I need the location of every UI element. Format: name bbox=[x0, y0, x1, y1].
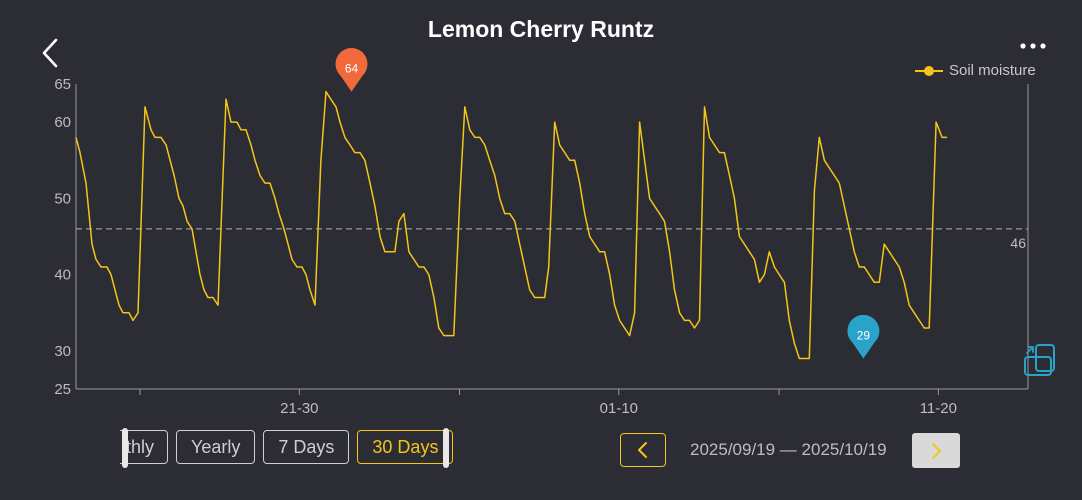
y-tick-label: 40 bbox=[54, 267, 71, 284]
time-range-selector: thly Yearly 7 Days 30 Days bbox=[120, 428, 464, 470]
max-marker-label: 64 bbox=[345, 62, 359, 76]
y-tick-label: 30 bbox=[54, 343, 71, 360]
scroll-edge-right bbox=[443, 428, 449, 468]
max-marker-pin bbox=[335, 48, 368, 92]
page-title: Lemon Cherry Runtz bbox=[427, 16, 655, 42]
scroll-edge-left bbox=[122, 428, 128, 468]
next-period-button[interactable] bbox=[912, 433, 960, 468]
min-marker-pin bbox=[847, 314, 880, 359]
rotate-screen-icon[interactable] bbox=[1022, 342, 1058, 378]
y-tick-label: 25 bbox=[54, 381, 71, 398]
previous-period-button[interactable] bbox=[620, 433, 666, 467]
range-button-1[interactable]: Yearly bbox=[176, 430, 256, 464]
back-chevron-icon[interactable] bbox=[36, 36, 66, 70]
y-tick-label: 60 bbox=[54, 114, 71, 131]
average-label: 46 bbox=[1010, 235, 1026, 251]
range-button-2[interactable]: 7 Days bbox=[263, 430, 350, 464]
soil-moisture-line bbox=[75, 90, 948, 360]
x-tick-label: 21-30 bbox=[280, 400, 318, 417]
chevron-right-icon bbox=[932, 442, 941, 459]
min-marker-label: 29 bbox=[857, 329, 871, 343]
chart-legend: Soil moisture bbox=[915, 62, 1036, 79]
y-tick-label: 65 bbox=[54, 76, 71, 93]
legend-line-icon bbox=[915, 65, 943, 76]
range-button-3[interactable]: 30 Days bbox=[357, 430, 454, 464]
more-dots-icon[interactable] bbox=[1018, 38, 1048, 54]
range-button-0[interactable]: thly bbox=[120, 430, 168, 464]
date-range-label: 2025/09/19 — 2025/10/19 bbox=[690, 440, 887, 459]
x-tick-label: 01-10 bbox=[600, 400, 638, 417]
legend-label: Soil moisture bbox=[949, 62, 1036, 79]
y-tick-label: 50 bbox=[54, 190, 71, 207]
chevron-left-icon bbox=[638, 442, 647, 458]
soil-moisture-chart: 25 30 40 50 60 65 21-30 01-10 11-20 46 64 29 bbox=[54, 48, 1029, 417]
x-tick-label: 11-20 bbox=[920, 400, 957, 417]
